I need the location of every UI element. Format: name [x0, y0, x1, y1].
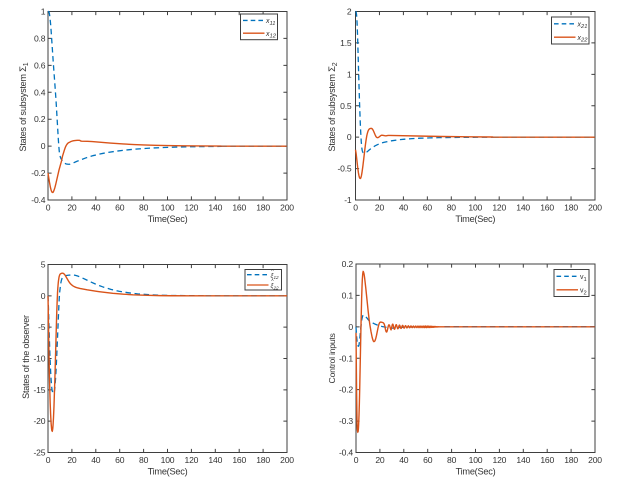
svg-text:60: 60: [115, 455, 125, 465]
svg-text:0.2: 0.2: [342, 259, 354, 269]
svg-text:140: 140: [516, 203, 530, 213]
svg-text:80: 80: [139, 203, 149, 213]
svg-text:180: 180: [256, 455, 270, 465]
svg-text:5: 5: [41, 260, 46, 270]
svg-text:-0.2: -0.2: [339, 385, 353, 395]
svg-text:100: 100: [469, 455, 483, 465]
svg-text:0.5: 0.5: [340, 101, 352, 111]
svg-text:180: 180: [564, 455, 578, 465]
svg-text:0.8: 0.8: [34, 33, 46, 43]
svg-text:20: 20: [67, 203, 77, 213]
svg-text:140: 140: [516, 455, 530, 465]
svg-text:200: 200: [588, 203, 602, 213]
svg-text:2: 2: [347, 7, 352, 17]
svg-text:80: 80: [139, 455, 149, 465]
svg-text:60: 60: [115, 203, 125, 213]
svg-text:1: 1: [347, 69, 352, 79]
svg-text:140: 140: [208, 455, 222, 465]
svg-text:x12: x12: [265, 31, 277, 40]
svg-text:40: 40: [399, 455, 409, 465]
svg-text:200: 200: [588, 455, 602, 465]
svg-text:120: 120: [493, 455, 507, 465]
svg-text:40: 40: [399, 203, 409, 213]
svg-text:1.5: 1.5: [340, 38, 352, 48]
svg-text:160: 160: [540, 203, 554, 213]
svg-text:ξ22: ξ22: [271, 283, 280, 291]
svg-text:200: 200: [280, 203, 294, 213]
svg-text:0.2: 0.2: [34, 114, 46, 124]
svg-text:20: 20: [67, 455, 77, 465]
svg-text:40: 40: [91, 455, 101, 465]
svg-text:-20: -20: [33, 416, 45, 426]
svg-text:100: 100: [468, 203, 482, 213]
svg-text:180: 180: [256, 203, 270, 213]
svg-text:140: 140: [208, 203, 222, 213]
svg-text:100: 100: [161, 203, 175, 213]
svg-text:x22: x22: [577, 35, 589, 44]
svg-text:0: 0: [46, 203, 51, 213]
svg-text:-0.4: -0.4: [31, 195, 45, 205]
svg-text:Control inputs: Control inputs: [327, 332, 337, 383]
svg-text:60: 60: [423, 455, 433, 465]
svg-text:-10: -10: [33, 354, 45, 364]
svg-text:20: 20: [375, 203, 385, 213]
svg-text:0: 0: [354, 455, 359, 465]
svg-text:-0.5: -0.5: [337, 164, 351, 174]
svg-text:-25: -25: [33, 448, 45, 458]
svg-text:States of the observer: States of the observer: [21, 315, 31, 399]
svg-text:x21: x21: [577, 21, 588, 30]
svg-text:40: 40: [91, 203, 101, 213]
svg-text:0: 0: [347, 132, 352, 142]
svg-text:0.6: 0.6: [34, 60, 46, 70]
svg-text:-0.1: -0.1: [339, 353, 353, 363]
svg-text:80: 80: [447, 455, 457, 465]
svg-text:States of subsystem Σ2: States of subsystem Σ2: [327, 62, 339, 151]
svg-text:120: 120: [185, 203, 199, 213]
svg-text:^: ^: [271, 269, 274, 275]
svg-text:^: ^: [271, 279, 274, 285]
svg-text:ξ12: ξ12: [271, 272, 280, 280]
svg-text:0.4: 0.4: [34, 87, 46, 97]
svg-text:100: 100: [161, 455, 175, 465]
svg-text:160: 160: [232, 455, 246, 465]
svg-text:1: 1: [41, 7, 46, 17]
svg-text:160: 160: [540, 455, 554, 465]
svg-text:-0.3: -0.3: [339, 416, 353, 426]
svg-text:-0.4: -0.4: [339, 448, 353, 458]
svg-text:120: 120: [492, 203, 506, 213]
svg-text:v1: v1: [580, 274, 587, 283]
svg-text:0: 0: [348, 322, 353, 332]
svg-text:60: 60: [423, 203, 433, 213]
svg-text:-5: -5: [38, 322, 46, 332]
svg-text:180: 180: [564, 203, 578, 213]
svg-text:-0.2: -0.2: [31, 168, 45, 178]
svg-text:20: 20: [375, 455, 385, 465]
svg-text:0: 0: [46, 455, 51, 465]
svg-text:v2: v2: [580, 288, 587, 297]
svg-text:Time(Sec): Time(Sec): [456, 467, 496, 477]
svg-text:Time(Sec): Time(Sec): [148, 214, 188, 224]
svg-text:-15: -15: [33, 385, 45, 395]
svg-text:-1: -1: [344, 195, 352, 205]
svg-text:0: 0: [353, 203, 358, 213]
svg-text:0: 0: [41, 291, 46, 301]
svg-text:States of subsystem Σ1: States of subsystem Σ1: [18, 62, 30, 151]
svg-text:0.1: 0.1: [342, 290, 354, 300]
svg-text:Time(Sec): Time(Sec): [455, 214, 495, 224]
svg-text:0: 0: [41, 141, 46, 151]
svg-text:200: 200: [280, 455, 294, 465]
svg-text:80: 80: [447, 203, 457, 213]
svg-text:120: 120: [185, 455, 199, 465]
svg-text:x11: x11: [265, 18, 276, 27]
svg-text:160: 160: [232, 203, 246, 213]
svg-text:Time(Sec): Time(Sec): [148, 467, 188, 477]
